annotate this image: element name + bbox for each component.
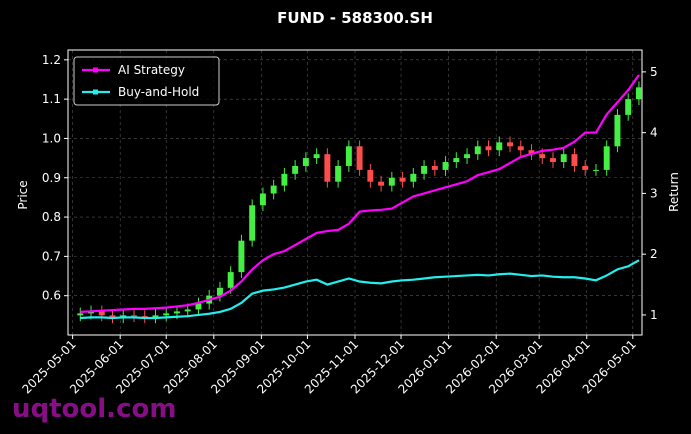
candle-body	[507, 142, 513, 147]
candle-body	[485, 146, 492, 151]
candle-body	[431, 165, 438, 170]
legend-label: Buy-and-Hold	[118, 85, 199, 99]
candle-body	[281, 173, 288, 186]
candle-body	[259, 193, 266, 206]
candle-body	[528, 150, 535, 155]
candle-body	[184, 309, 191, 312]
candle-body	[313, 154, 320, 159]
candle-body	[292, 165, 299, 174]
candle-body	[582, 165, 589, 170]
candle-body	[496, 142, 503, 151]
candle-body	[163, 313, 170, 316]
candle-body	[550, 158, 556, 163]
candle-body	[635, 87, 642, 100]
y2-tick-label: 2	[650, 247, 658, 261]
legend-box	[73, 56, 220, 106]
candle-body	[560, 154, 567, 163]
candle-body	[249, 205, 256, 241]
y-tick-label: 1.2	[42, 53, 61, 67]
candle-body	[141, 316, 148, 318]
y-tick-label: 1.0	[42, 131, 61, 145]
candle-body	[378, 181, 385, 186]
candle-body	[399, 177, 406, 182]
candle-body	[238, 240, 245, 273]
plot-frame	[67, 49, 643, 336]
y2-axis-label: Return	[667, 172, 681, 212]
candle-body	[195, 303, 202, 310]
candle-body	[131, 315, 137, 317]
candle-body	[98, 311, 105, 316]
candle-body	[453, 158, 460, 163]
candle-body	[592, 169, 599, 171]
candle-body	[367, 169, 374, 182]
y-tick-label: 1.1	[42, 92, 61, 106]
y2-tick-label: 1	[650, 308, 658, 322]
candle-body	[474, 146, 481, 155]
y-tick-label: 0.6	[42, 289, 61, 303]
candle-body	[227, 272, 234, 288]
y-tick-label: 0.9	[42, 171, 61, 185]
y-tick-label: 0.8	[42, 210, 61, 224]
candle-body	[603, 146, 610, 170]
candle-body	[345, 146, 352, 166]
legend-marker	[93, 89, 98, 95]
candle-body	[571, 154, 578, 166]
candle-body	[539, 154, 546, 159]
candle-body	[464, 154, 471, 159]
y2-tick-label: 4	[650, 126, 658, 140]
candle-body	[388, 177, 395, 186]
chart-title: FUND - 588300.SH	[277, 9, 433, 27]
candle-body	[625, 99, 632, 115]
y-axis-label: Price	[16, 180, 30, 209]
candle-body	[152, 315, 159, 318]
line-series	[80, 259, 640, 320]
y2-tick-label: 5	[650, 65, 658, 79]
candle-body	[109, 315, 116, 318]
candle-body	[421, 165, 428, 174]
y-tick-label: 0.7	[42, 249, 61, 263]
candle-body	[270, 185, 277, 194]
line-series	[80, 74, 640, 314]
candle-body	[517, 146, 524, 151]
candle-body	[442, 162, 449, 170]
candle-body	[335, 165, 342, 182]
legend-marker	[93, 67, 98, 73]
candle-body	[77, 313, 84, 316]
candle-body	[302, 158, 309, 166]
candle-body	[324, 154, 331, 182]
y2-tick-label: 3	[650, 186, 658, 200]
candle-body	[614, 114, 621, 147]
candle-body	[356, 146, 363, 170]
candle-body	[410, 173, 417, 182]
candle-body	[216, 287, 223, 296]
candle-body	[173, 311, 180, 314]
legend-label: AI Strategy	[118, 63, 185, 77]
watermark: uqtool.com	[12, 394, 176, 424]
